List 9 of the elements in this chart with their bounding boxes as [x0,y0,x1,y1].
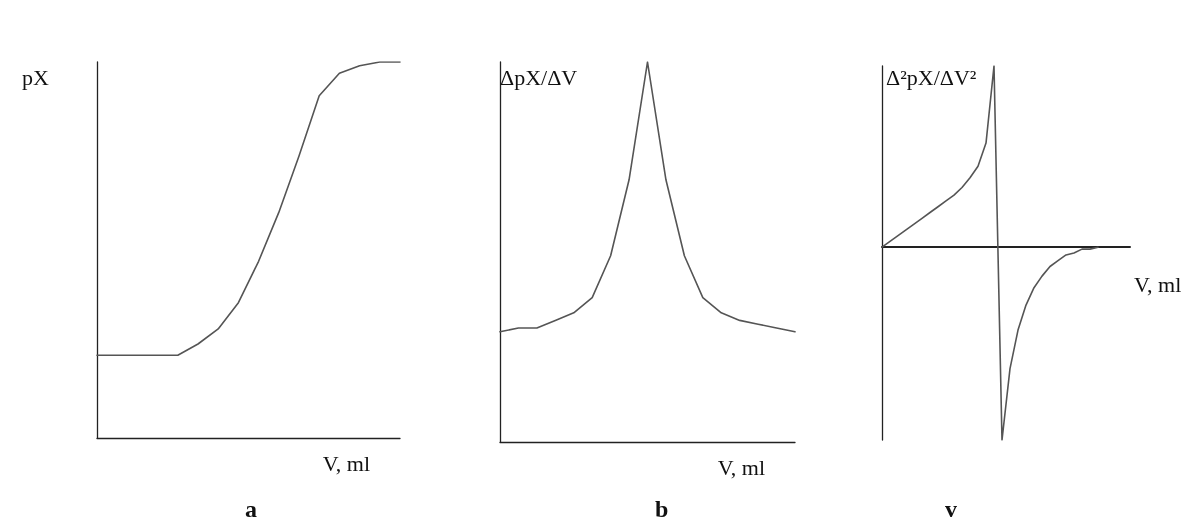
y-axis-title: pX [22,64,49,90]
text: b [655,496,669,522]
x-axis-title: V, ml [1134,271,1182,297]
text: a [245,496,257,522]
text: v [945,496,957,522]
x-axis-title: V, ml [322,450,370,476]
x-axis-title: V, ml [717,454,765,480]
y-axis-title: Δ²pX/ΔV² [886,64,977,90]
y-axis-title: ΔpX/ΔV [500,64,578,90]
